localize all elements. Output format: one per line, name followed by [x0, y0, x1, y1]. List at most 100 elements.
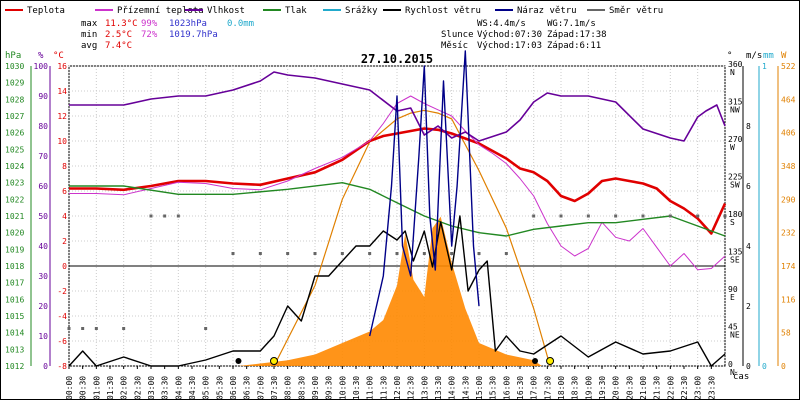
- sun-event-marker: [270, 357, 278, 365]
- stats-row-label: min: [81, 30, 97, 40]
- tick-humidity: 90: [38, 92, 48, 101]
- tick-pressure: 1026: [5, 129, 24, 138]
- wind-direction-dot: [368, 252, 372, 255]
- tick-solar: 174: [781, 262, 796, 271]
- tick-direction-letter: S: [730, 218, 735, 227]
- x-tick-label: 19:30: [598, 376, 607, 400]
- moon-rise: Východ:17:03: [477, 41, 542, 51]
- sun-set: Západ:17:38: [547, 30, 607, 40]
- x-tick-label: 09:00: [311, 376, 320, 400]
- tick-direction: 315: [728, 98, 743, 107]
- x-tick-label: 03:30: [161, 376, 170, 400]
- tick-humidity: 80: [38, 122, 48, 131]
- stats-temp: 2.5°C: [105, 30, 132, 40]
- wind-direction-dot: [163, 214, 167, 218]
- stats-humidity: 72%: [141, 30, 158, 40]
- x-tick-label: 15:30: [489, 376, 498, 400]
- tick-solar: 116: [781, 295, 796, 304]
- wind-direction-dot: [477, 252, 481, 255]
- x-tick-label: 12:00: [393, 376, 402, 400]
- x-tick-label: 16:30: [516, 376, 525, 400]
- tick-temperature: 10: [57, 137, 67, 146]
- tick-pressure: 1021: [5, 212, 24, 221]
- tick-direction: 180: [728, 210, 743, 219]
- tick-pressure: 1014: [5, 329, 24, 338]
- tick-humidity: 0: [43, 362, 48, 371]
- stats-wg: WG:7.1m/s: [547, 19, 596, 29]
- tick-pressure: 1029: [5, 79, 24, 88]
- axis-unit-wind: m/s: [746, 51, 762, 61]
- x-tick-label: 22:00: [666, 376, 675, 400]
- legend-label: Vlhkost: [207, 6, 245, 16]
- x-tick-label: 00:00: [65, 376, 74, 400]
- series-line: [369, 50, 480, 337]
- tick-pressure: 1024: [5, 162, 24, 171]
- wind-direction-dot: [149, 214, 153, 218]
- wind-direction-dot: [122, 327, 126, 330]
- tick-pressure: 1022: [5, 195, 24, 204]
- tick-rain: 0: [762, 362, 767, 371]
- tick-solar: 232: [781, 229, 796, 238]
- tick-direction-letter: NW: [730, 106, 740, 115]
- x-tick-label: 22:30: [680, 376, 689, 400]
- wind-direction-dot: [614, 214, 618, 218]
- tick-temperature: 6: [62, 187, 67, 196]
- tick-pressure: 1027: [5, 112, 24, 121]
- tick-direction-letter: NE: [730, 331, 740, 340]
- x-tick-label: 13:00: [420, 376, 429, 400]
- wind-direction-dot: [286, 252, 290, 255]
- tick-humidity: 40: [38, 242, 48, 251]
- wind-direction-dot: [668, 214, 672, 218]
- tick-temperature: 8: [62, 162, 67, 171]
- tick-wind: 6: [746, 182, 751, 191]
- tick-temperature: 4: [62, 212, 67, 221]
- x-tick-label: 13:30: [434, 376, 443, 400]
- wind-direction-dot: [450, 252, 454, 255]
- tick-direction: 360: [728, 60, 743, 69]
- tick-humidity: 60: [38, 182, 48, 191]
- tick-pressure: 1012: [5, 362, 24, 371]
- wind-direction-dot: [258, 252, 262, 255]
- wind-direction-dot: [422, 252, 426, 255]
- legend-label: Teplota: [27, 6, 65, 16]
- stats-temp: 11.3°C: [105, 19, 138, 29]
- x-tick-label: 09:30: [325, 376, 334, 400]
- tick-wind: 0: [746, 362, 751, 371]
- wind-direction-dot: [67, 327, 71, 330]
- stats-pressure: 1023hPa: [169, 19, 207, 29]
- wind-direction-dot: [81, 327, 85, 330]
- x-tick-label: 10:30: [352, 376, 361, 400]
- stats-rain: 0.0mm: [227, 19, 254, 29]
- x-tick-label: 18:00: [557, 376, 566, 400]
- x-tick-label: 18:30: [571, 376, 580, 400]
- stats-row-label: avg: [81, 41, 97, 51]
- x-tick-label: 02:00: [120, 376, 129, 400]
- chart-date: 27.10.2015: [361, 52, 433, 66]
- tick-direction-letter: N: [730, 368, 735, 377]
- x-tick-label: 10:00: [338, 376, 347, 400]
- tick-temperature: 2: [62, 237, 67, 246]
- x-tick-label: 17:00: [530, 376, 539, 400]
- x-tick-label: 08:00: [284, 376, 293, 400]
- legend-label: Rychlost větru: [405, 6, 481, 16]
- tick-humidity: 30: [38, 272, 48, 281]
- stats-temp: 7.4°C: [105, 41, 132, 51]
- x-axis-label: čas: [733, 371, 749, 382]
- x-tick-label: 03:00: [147, 376, 156, 400]
- x-tick-label: 02:30: [133, 376, 142, 400]
- x-tick-label: 21:30: [653, 376, 662, 400]
- tick-humidity: 50: [38, 212, 48, 221]
- x-tick-label: 05:00: [202, 376, 211, 400]
- tick-wind: 8: [746, 122, 751, 131]
- tick-wind: 2: [746, 302, 751, 311]
- x-tick-label: 21:00: [639, 376, 648, 400]
- wind-direction-dot: [559, 214, 563, 218]
- tick-pressure: 1028: [5, 95, 24, 104]
- solar-curve: [273, 109, 551, 367]
- tick-rain: 1: [762, 62, 767, 71]
- tick-temperature: 14: [57, 87, 67, 96]
- moon-set: Západ:6:11: [547, 41, 601, 51]
- wind-direction-dot: [504, 252, 508, 255]
